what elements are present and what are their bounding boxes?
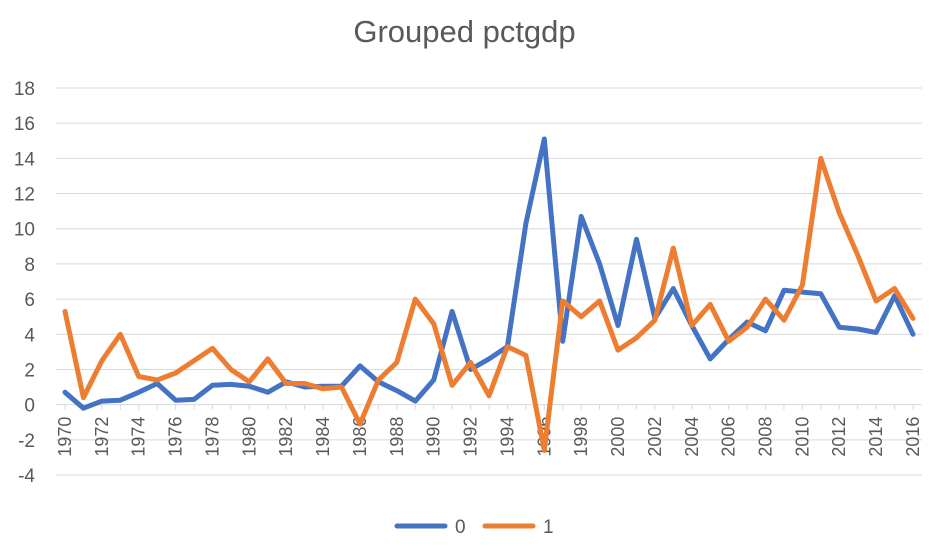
x-tick-label: 2004 — [682, 417, 702, 457]
x-axis: 1970 1972 1974 1976 1978 1980 1982 1984 1986 1988… — [55, 404, 923, 457]
x-tick-label: 1970 — [55, 417, 75, 457]
x-tick-label: 1990 — [424, 417, 444, 457]
x-tick-label: 2006 — [719, 417, 739, 457]
series-lines — [62, 136, 916, 453]
x-tick-label: 2012 — [829, 417, 849, 457]
x-tick-label: 1992 — [461, 417, 481, 457]
x-tick-label: 1982 — [276, 417, 296, 457]
x-tick-label: 1994 — [497, 417, 517, 457]
chart-title: Grouped pctgdp — [353, 14, 576, 49]
y-axis-ticks: -4 -2 0 2 4 6 8 10 12 14 16 18 — [14, 79, 36, 487]
y-tick-label: 18 — [14, 79, 35, 100]
x-tick-label: 1998 — [571, 417, 591, 457]
x-tick-label: 1976 — [166, 417, 186, 457]
y-tick-label: 10 — [14, 220, 35, 241]
series-line-1 — [62, 155, 916, 453]
x-tick-label: 1974 — [129, 417, 149, 457]
y-tick-label: -4 — [18, 466, 35, 487]
x-tick-label: 2010 — [792, 417, 812, 457]
y-tick-label: 4 — [24, 325, 35, 346]
y-tick-label: 14 — [14, 149, 36, 170]
x-tick-label: 1978 — [202, 417, 222, 457]
x-tick-label: 2000 — [608, 417, 628, 457]
y-tick-label: 12 — [14, 185, 35, 206]
y-tick-label: 0 — [24, 396, 35, 417]
legend-label-1: 1 — [543, 517, 554, 538]
x-tick-label: 1986 — [350, 417, 370, 457]
y-tick-label: 8 — [24, 255, 35, 276]
x-tick-label: 1980 — [239, 417, 259, 457]
x-tick-label: 1984 — [313, 417, 333, 457]
x-tick-label: 2002 — [645, 417, 665, 457]
series-line-0 — [62, 136, 916, 411]
legend-label-0: 0 — [455, 517, 466, 538]
y-tick-label: 16 — [14, 114, 35, 135]
gridlines — [56, 87, 922, 476]
x-tick-label: 2008 — [756, 417, 776, 457]
x-tick-label: 1988 — [387, 417, 407, 457]
x-tick-label: 1972 — [92, 417, 112, 457]
x-tick-label: 2014 — [866, 417, 886, 457]
y-tick-label: 2 — [24, 360, 35, 381]
y-tick-label: 6 — [24, 290, 35, 311]
y-tick-label: -2 — [18, 431, 35, 452]
x-tick-label: 2016 — [903, 417, 923, 457]
